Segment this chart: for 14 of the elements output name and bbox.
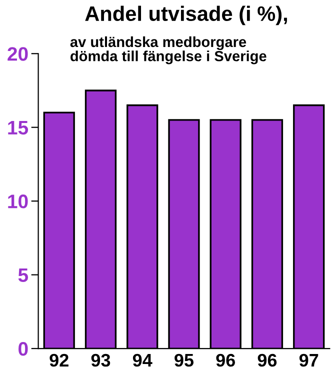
x-tick-label: 93 — [91, 354, 110, 367]
x-tick-label: 94 — [132, 354, 152, 367]
chart-title: Andel utvisade (i %), — [85, 6, 287, 26]
y-tick-label: 20 — [8, 47, 28, 61]
x-tick-label: 92 — [50, 354, 68, 367]
x-tick-label: 96 — [216, 354, 235, 367]
y-tick-label: 5 — [18, 268, 28, 282]
y-tick-label: 15 — [8, 121, 28, 135]
chart-subtitle: av utländska medborgare dömda till fängelse i Sverige — [70, 36, 266, 64]
x-tick-label: 95 — [174, 354, 194, 367]
x-tick-label: 97 — [299, 354, 318, 367]
x-tick-label: 96 — [258, 354, 277, 367]
y-tick-label: 10 — [8, 194, 28, 208]
y-tick-label: 0 — [18, 342, 28, 356]
